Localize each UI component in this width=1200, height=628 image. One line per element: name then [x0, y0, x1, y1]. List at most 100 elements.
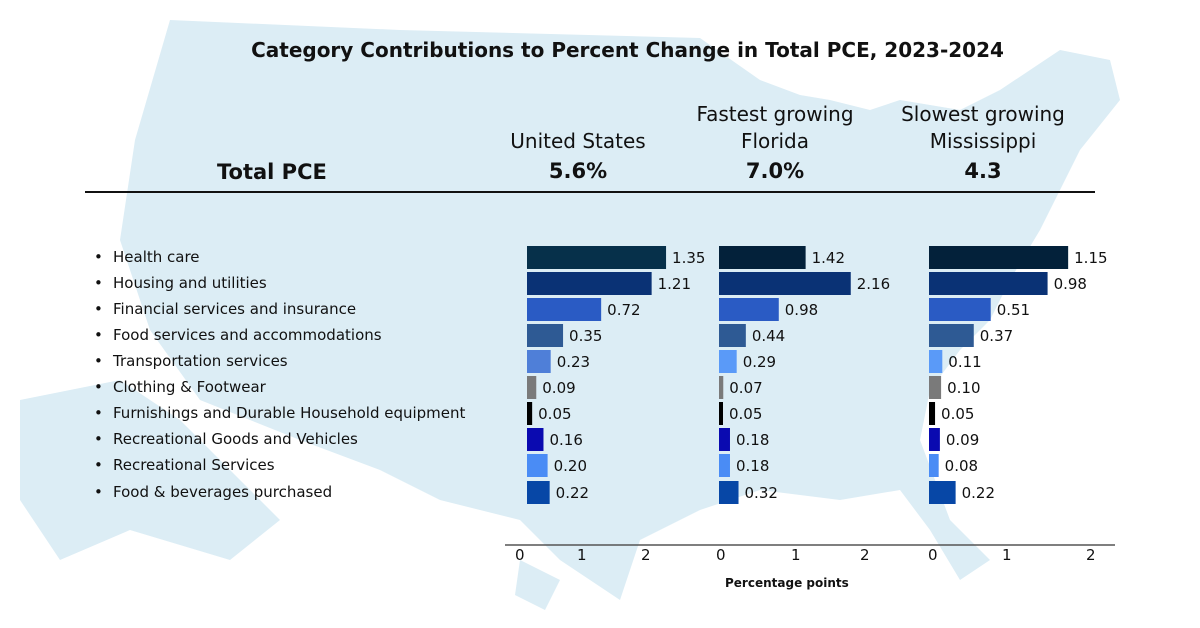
- bar: [527, 481, 550, 504]
- panel-name: Florida: [740, 129, 810, 153]
- chart-title: Category Contributions to Percent Change…: [251, 38, 1004, 62]
- data-label: 0.18: [735, 431, 770, 449]
- panel-name: United States: [510, 129, 646, 153]
- data-label: 0.98: [784, 301, 819, 319]
- us-mainland-shape: [120, 20, 1120, 600]
- data-label: 0.05: [941, 405, 975, 423]
- data-label: 1.35: [672, 249, 706, 267]
- bar: [719, 428, 730, 451]
- category-label-text: Housing and utilities: [113, 274, 267, 292]
- bar: [929, 246, 1069, 269]
- panel-subtitle: Slowest growing: [901, 102, 1065, 126]
- category-label-text: Financial services and insurance: [113, 300, 357, 318]
- data-label: 0.35: [569, 327, 603, 345]
- panel-total: 7.0%: [745, 159, 805, 183]
- data-label: 0.08: [944, 457, 979, 475]
- data-label: 0.11: [948, 353, 982, 371]
- data-label: 2.16: [856, 275, 891, 293]
- panel-subtitle: Fastest growing: [696, 102, 854, 126]
- category-label-text: Health care: [113, 248, 200, 266]
- bar: [527, 324, 564, 347]
- category-label: Recreational Services: [94, 456, 275, 474]
- category-label-text: Transportation services: [113, 352, 288, 370]
- data-label: 0.22: [961, 484, 996, 502]
- bar: [929, 454, 939, 477]
- bar: [929, 272, 1048, 295]
- category-label: Food & beverages purchased: [94, 483, 333, 501]
- bar: [719, 298, 779, 321]
- data-label: 0.18: [735, 457, 770, 475]
- bar: [929, 350, 943, 373]
- category-label-text: Food services and accommodations: [113, 326, 382, 344]
- bar: [719, 350, 737, 373]
- bar: [719, 246, 806, 269]
- x-tick-label: 0: [716, 546, 726, 564]
- data-label: 0.09: [945, 431, 980, 449]
- bar: [719, 272, 851, 295]
- bar: [527, 454, 548, 477]
- x-tick-label: 2: [641, 546, 651, 564]
- bar: [719, 481, 739, 504]
- bar: [527, 298, 602, 321]
- data-label: 0.37: [979, 327, 1014, 345]
- bar: [527, 376, 537, 399]
- data-label: 1.21: [657, 275, 692, 293]
- bar: [719, 376, 724, 399]
- data-label: 0.32: [744, 484, 778, 502]
- panel-name: Mississippi: [929, 129, 1037, 153]
- panel-total: 5.6%: [548, 159, 608, 183]
- data-label: 0.05: [538, 405, 572, 423]
- bar: [929, 481, 956, 504]
- x-tick-label: 2: [1086, 546, 1096, 564]
- bar: [527, 272, 652, 295]
- hawaii-shape: [515, 560, 560, 610]
- category-label-text: Furnishings and Durable Household equipm…: [113, 404, 466, 422]
- data-label: 0.05: [729, 405, 763, 423]
- data-label: 0.51: [996, 301, 1031, 319]
- category-label-text: Recreational Goods and Vehicles: [113, 430, 358, 448]
- x-axis-title: Percentage points: [725, 576, 849, 590]
- bar: [719, 454, 730, 477]
- data-label: 0.20: [553, 457, 587, 475]
- data-label: 0.44: [751, 327, 786, 345]
- data-label: 0.07: [729, 379, 763, 397]
- data-label: 0.98: [1053, 275, 1087, 293]
- category-label: Clothing & Footwear: [94, 378, 266, 396]
- category-label: Transportation services: [94, 352, 288, 370]
- bar: [719, 402, 723, 425]
- x-tick-label: 1: [791, 546, 801, 564]
- x-tick-label: 0: [515, 546, 525, 564]
- category-label: Financial services and insurance: [94, 300, 357, 318]
- category-label: Recreational Goods and Vehicles: [94, 430, 358, 448]
- x-tick-label: 2: [860, 546, 870, 564]
- bar: [527, 428, 544, 451]
- x-tick-label: 1: [1002, 546, 1012, 564]
- data-label: 0.29: [742, 353, 777, 371]
- row-header: Total PCE: [217, 160, 327, 184]
- data-label: 0.72: [607, 301, 641, 319]
- data-label: 0.10: [947, 379, 981, 397]
- data-label: 0.23: [556, 353, 591, 371]
- data-label: 1.15: [1074, 249, 1108, 267]
- category-label: Health care: [94, 248, 200, 266]
- category-label-text: Clothing & Footwear: [113, 378, 266, 396]
- bar: [929, 428, 940, 451]
- category-label: Food services and accommodations: [94, 326, 382, 344]
- data-label: 0.09: [542, 379, 576, 397]
- category-label: Housing and utilities: [94, 274, 267, 292]
- data-label: 0.16: [549, 431, 583, 449]
- bar: [929, 402, 936, 425]
- category-label-text: Food & beverages purchased: [113, 483, 333, 501]
- bar: [527, 402, 533, 425]
- data-label: 0.22: [555, 484, 590, 502]
- bar: [527, 350, 551, 373]
- x-tick-label: 1: [577, 546, 587, 564]
- x-tick-label: 0: [928, 546, 938, 564]
- bar: [929, 376, 942, 399]
- bar: [719, 324, 746, 347]
- panel-total: 4.3: [964, 159, 1002, 183]
- category-label: Furnishings and Durable Household equipm…: [94, 404, 466, 422]
- category-label-text: Recreational Services: [113, 456, 275, 474]
- bar: [929, 324, 974, 347]
